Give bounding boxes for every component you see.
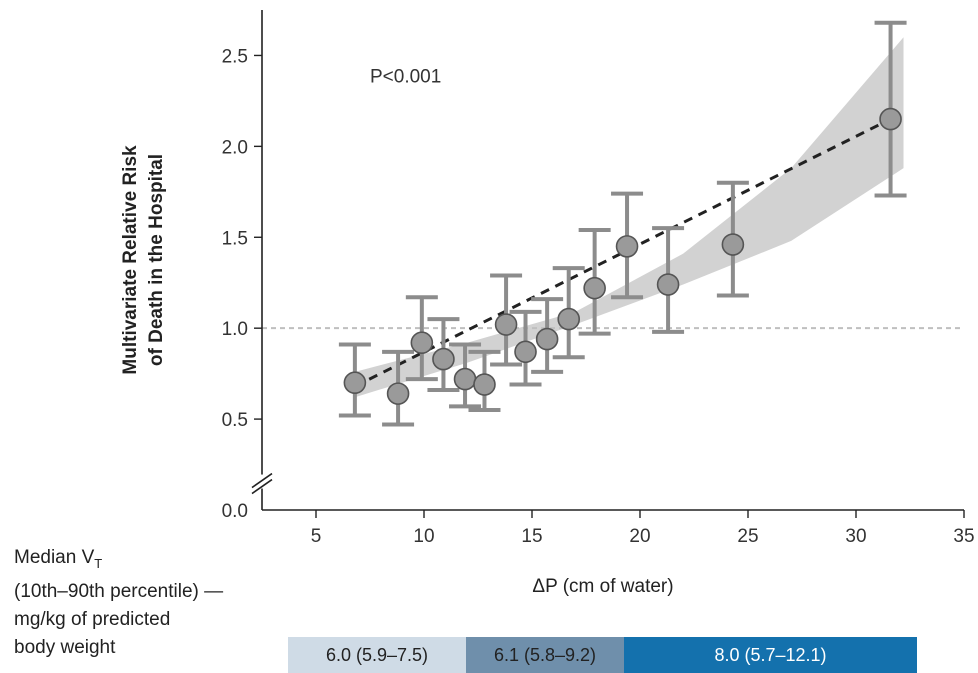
vt-label-line-4: body weight — [14, 636, 116, 658]
data-point — [557, 307, 581, 331]
x-tick-label: 5 — [311, 526, 322, 547]
axis-break-mark — [251, 478, 273, 495]
data-point — [410, 331, 434, 355]
vt-band-mid: 6.1 (5.8–9.2) — [466, 637, 624, 673]
data-point — [535, 327, 559, 351]
y-tick-label: 0.0 — [222, 501, 248, 522]
data-point — [386, 382, 410, 405]
y-tick-label: 2.5 — [222, 46, 248, 67]
vt-label-line-1: Median VT — [14, 547, 103, 571]
data-point — [583, 276, 606, 300]
data-point — [453, 367, 477, 391]
data-point — [473, 373, 496, 396]
y-axis-title-line: Multivariate Relative Risk — [120, 145, 141, 375]
data-point — [656, 273, 680, 296]
axis-break-mark — [251, 472, 273, 489]
x-tick-label: 20 — [629, 526, 650, 547]
data-point — [879, 107, 902, 131]
confidence-band — [354, 37, 904, 398]
x-tick-label: 35 — [953, 526, 974, 547]
data-point — [432, 347, 455, 371]
y-tick-label: 0.5 — [222, 410, 248, 431]
x-tick-label: 10 — [413, 526, 434, 547]
chart-text-layer: 0.5 1.0 1.5 2.0 2.5 0.0 5 10 15 20 25 30 35 ΔP (cm of… — [120, 46, 975, 597]
axes — [251, 10, 965, 518]
vt-label-line-3: mg/kg of predicted — [14, 608, 171, 630]
y-axis-title: Multivariate Relative Risk of Death in th… — [120, 145, 167, 375]
x-axis-title: ΔP (cm of water) — [532, 576, 673, 597]
data-point — [615, 235, 639, 258]
y-tick-label: 1.0 — [222, 319, 248, 340]
x-tick-label: 25 — [737, 526, 758, 547]
data-point — [721, 233, 745, 256]
data-points-layer — [343, 107, 902, 405]
data-point — [514, 340, 537, 364]
y-axis-title-line: of Death in the Hospital — [146, 154, 167, 366]
median-vt-label: Median VT (10th–90th percentile) — mg/kg… — [14, 544, 334, 662]
confidence-band-layer — [354, 37, 904, 398]
vt-band-low: 6.0 (5.9–7.5) — [288, 637, 466, 673]
p-value-annotation: P<0.001 — [370, 67, 441, 88]
y-tick-label: 2.0 — [222, 137, 248, 158]
x-tick-label: 30 — [845, 526, 866, 547]
data-point — [494, 313, 518, 336]
vt-band-high: 8.0 (5.7–12.1) — [624, 637, 917, 673]
x-tick-label: 15 — [521, 526, 542, 547]
data-point — [343, 371, 367, 395]
y-tick-label: 1.5 — [222, 228, 248, 249]
vt-label-line-2: (10th–90th percentile) — — [14, 580, 224, 602]
